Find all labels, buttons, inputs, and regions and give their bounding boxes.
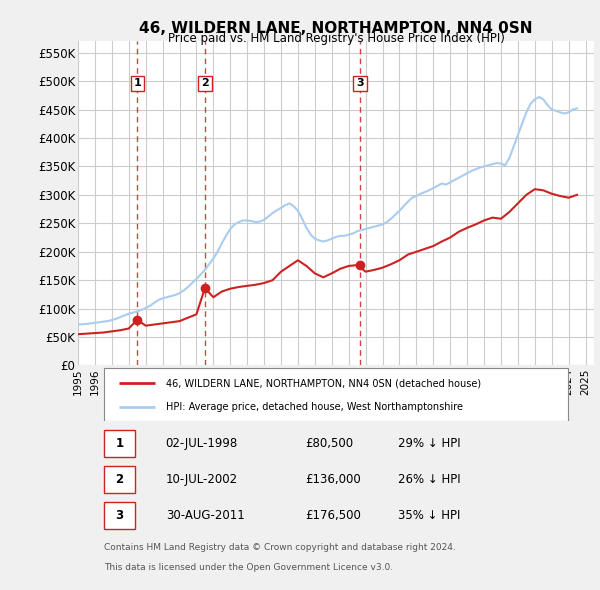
Text: 10-JUL-2002: 10-JUL-2002 (166, 473, 238, 486)
Text: 02-JUL-1998: 02-JUL-1998 (166, 437, 238, 450)
Text: 3: 3 (115, 509, 124, 522)
Text: HPI: Average price, detached house, West Northamptonshire: HPI: Average price, detached house, West… (166, 402, 463, 411)
Text: £176,500: £176,500 (305, 509, 361, 522)
Text: 3: 3 (356, 78, 364, 88)
Bar (104, 502, 135, 529)
Text: 46, WILDERN LANE, NORTHAMPTON, NN4 0SN (detached house): 46, WILDERN LANE, NORTHAMPTON, NN4 0SN (… (166, 378, 481, 388)
Text: 2: 2 (201, 78, 209, 88)
Text: 2: 2 (115, 473, 124, 486)
Text: 35% ↓ HPI: 35% ↓ HPI (398, 509, 460, 522)
Bar (104, 466, 135, 493)
Text: 1: 1 (133, 78, 141, 88)
Text: 26% ↓ HPI: 26% ↓ HPI (398, 473, 461, 486)
Text: Contains HM Land Registry data © Crown copyright and database right 2024.: Contains HM Land Registry data © Crown c… (104, 543, 455, 552)
Text: £80,500: £80,500 (305, 437, 353, 450)
Text: 29% ↓ HPI: 29% ↓ HPI (398, 437, 461, 450)
Bar (104, 430, 135, 457)
Text: 46, WILDERN LANE, NORTHAMPTON, NN4 0SN: 46, WILDERN LANE, NORTHAMPTON, NN4 0SN (139, 21, 533, 35)
Text: 1: 1 (115, 437, 124, 450)
Text: Price paid vs. HM Land Registry's House Price Index (HPI): Price paid vs. HM Land Registry's House … (167, 32, 505, 45)
Text: 30-AUG-2011: 30-AUG-2011 (166, 509, 244, 522)
Text: £136,000: £136,000 (305, 473, 361, 486)
Text: This data is licensed under the Open Government Licence v3.0.: This data is licensed under the Open Gov… (104, 562, 393, 572)
